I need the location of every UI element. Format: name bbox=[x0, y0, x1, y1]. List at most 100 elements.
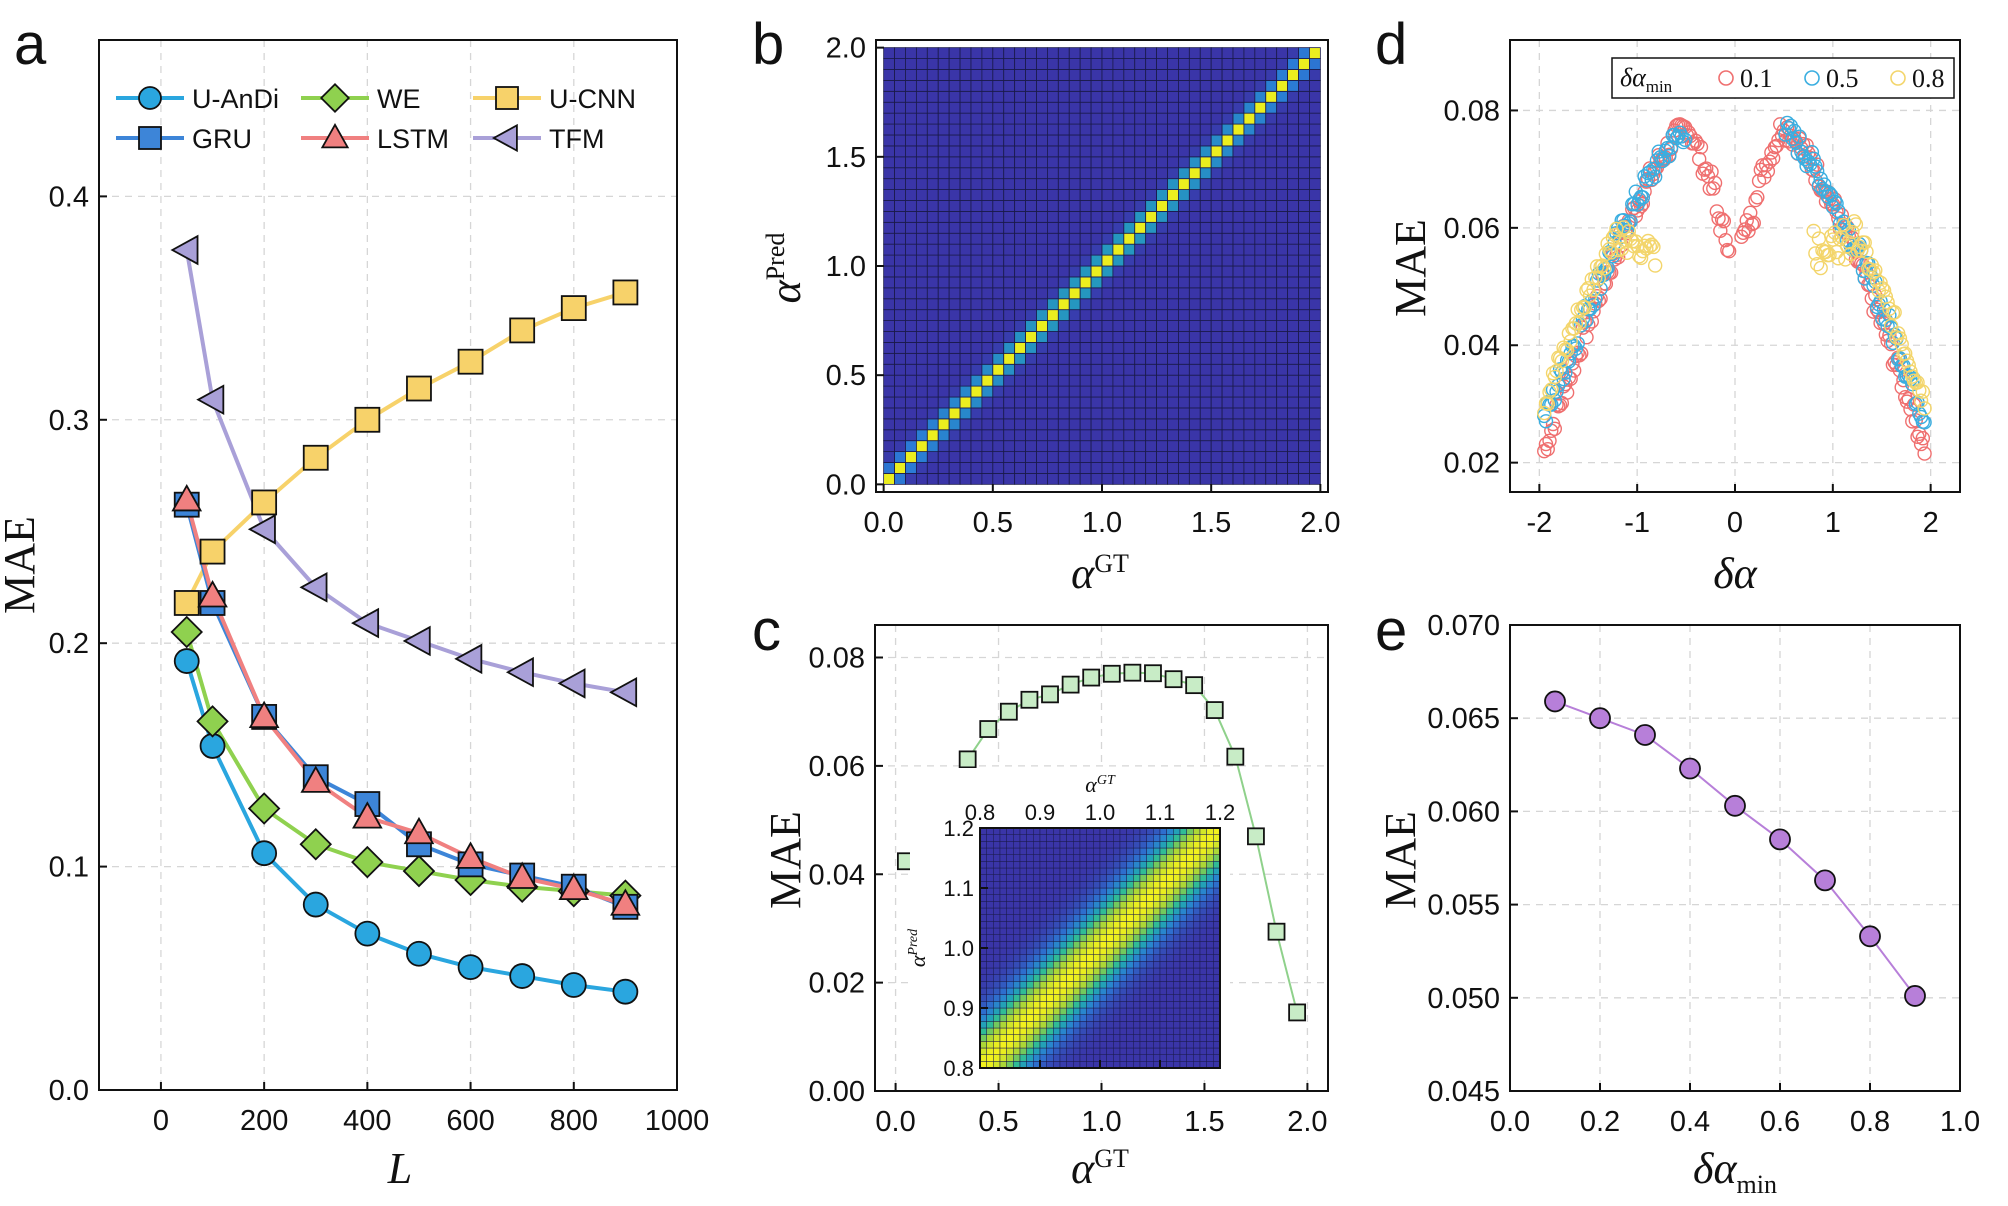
inset-heatmap-cell bbox=[1006, 847, 1014, 855]
heatmap-cell bbox=[981, 47, 994, 59]
heatmap-cell bbox=[1101, 58, 1114, 70]
heatmap-cell bbox=[1047, 79, 1059, 92]
heatmap-cell bbox=[926, 363, 939, 376]
inset-heatmap-cell bbox=[1193, 1047, 1201, 1055]
heatmap-cell bbox=[1134, 211, 1147, 223]
inset-heatmap-cell bbox=[1186, 1034, 1194, 1042]
heatmap-cell bbox=[1014, 145, 1026, 158]
inset-heatmap-cell bbox=[1053, 921, 1061, 929]
heatmap-cell bbox=[1243, 396, 1256, 409]
inset-heatmap-cell bbox=[1073, 867, 1081, 875]
heatmap-cell bbox=[905, 189, 917, 201]
heatmap-cell bbox=[915, 429, 928, 442]
inset-heatmap-cell bbox=[1006, 887, 1014, 895]
heatmap-cell bbox=[1068, 451, 1081, 463]
inset-heatmap-cell bbox=[1093, 907, 1101, 915]
inset-heatmap-cell bbox=[1073, 1041, 1081, 1049]
inset-heatmap-cell bbox=[1166, 981, 1174, 989]
d-axis-xtick-label: -2 bbox=[1526, 507, 1552, 539]
inset-heatmap-cell bbox=[1146, 914, 1154, 922]
inset-heatmap-cell bbox=[1166, 941, 1174, 949]
inset-heatmap-cell bbox=[1119, 987, 1127, 995]
heatmap-cell bbox=[1068, 69, 1081, 81]
heatmap-cell bbox=[1178, 200, 1190, 212]
inset-heatmap-cell bbox=[1046, 967, 1054, 975]
heatmap-cell bbox=[1210, 298, 1223, 311]
heatmap-cell bbox=[1068, 309, 1081, 321]
inset-heatmap-cell bbox=[1073, 981, 1081, 989]
inset-heatmap-cell bbox=[1173, 841, 1181, 849]
heatmap-cell bbox=[915, 156, 928, 169]
heatmap-cell bbox=[1188, 407, 1201, 420]
scatter-point-0.5 bbox=[1892, 351, 1908, 366]
heatmap-cell bbox=[937, 79, 950, 92]
scatter-point-0.5 bbox=[1642, 164, 1658, 180]
inset-heatmap-cell bbox=[1173, 867, 1181, 875]
heatmap-cell bbox=[1156, 232, 1168, 245]
inset-heatmap-cell bbox=[1173, 981, 1181, 989]
series-line-WE bbox=[184, 631, 626, 898]
heatmap-cell bbox=[1287, 265, 1299, 278]
inset-heatmap-cell bbox=[1106, 881, 1114, 889]
heatmap-cell bbox=[1090, 101, 1103, 114]
heatmap-cell bbox=[1123, 385, 1136, 398]
heatmap-cell bbox=[1287, 101, 1299, 114]
inset-heatmap-cell bbox=[1059, 974, 1067, 982]
inset-heatmap-cell bbox=[1146, 934, 1154, 942]
heatmap-cell bbox=[894, 374, 906, 387]
heatmap-cell bbox=[1199, 407, 1212, 420]
inset-heatmap-cell bbox=[1166, 987, 1174, 995]
inset-heatmap-cell bbox=[1039, 907, 1047, 915]
inset-heatmap-cell bbox=[1193, 967, 1201, 975]
heatmap-cell bbox=[959, 90, 972, 103]
inset-heatmap-cell bbox=[999, 974, 1007, 982]
heatmap-cell bbox=[1112, 145, 1125, 158]
heatmap-cell bbox=[1178, 473, 1190, 485]
heatmap-cell bbox=[1014, 123, 1026, 136]
heatmap-cell bbox=[1298, 462, 1310, 474]
inset-heatmap-cell bbox=[1019, 1047, 1027, 1055]
inset-heatmap-cell bbox=[1066, 894, 1074, 902]
inset-heatmap-cell bbox=[1033, 907, 1041, 915]
inset-heatmap-cell bbox=[1119, 914, 1127, 922]
heatmap-cell bbox=[1287, 320, 1299, 332]
inset-heatmap-cell bbox=[1013, 967, 1021, 975]
heatmap-cell bbox=[981, 276, 994, 289]
inset-heatmap-cell bbox=[1139, 901, 1147, 909]
inset-heatmap-cell bbox=[1039, 934, 1047, 942]
a-axis-xtick-label: 400 bbox=[343, 1105, 391, 1137]
inset-heatmap-cell bbox=[1066, 927, 1074, 935]
heatmap-cell bbox=[1221, 189, 1234, 201]
inset-heatmap-cell bbox=[1039, 954, 1047, 962]
inset-heatmap-cell bbox=[993, 1054, 1001, 1062]
inset-heatmap-cell bbox=[1059, 921, 1067, 929]
heatmap-cell bbox=[948, 407, 961, 420]
heatmap-cell bbox=[1145, 451, 1157, 463]
heatmap-cell bbox=[1068, 243, 1081, 256]
heatmap-cell bbox=[1025, 90, 1037, 103]
heatmap-cell bbox=[1047, 418, 1059, 431]
inset-heatmap-cell bbox=[1166, 847, 1174, 855]
heatmap-cell bbox=[1068, 134, 1081, 147]
heatmap-cell bbox=[1298, 134, 1310, 147]
heatmap-cell bbox=[1265, 200, 1278, 212]
inset-heatmap-cell bbox=[1046, 921, 1054, 929]
heatmap-cell bbox=[905, 254, 917, 267]
inset-heatmap-cell bbox=[1126, 994, 1134, 1002]
inset-heatmap-cell bbox=[1026, 874, 1034, 882]
inset-heatmap-cell bbox=[1113, 1027, 1121, 1035]
heatmap-cell bbox=[915, 265, 928, 278]
inset-heatmap-cell bbox=[1126, 947, 1134, 955]
heatmap-cell bbox=[1090, 221, 1103, 234]
inset-heatmap-cell bbox=[1179, 921, 1187, 929]
heatmap-cell bbox=[1178, 287, 1190, 300]
heatmap-cell bbox=[1199, 79, 1212, 92]
heatmap-cell bbox=[1101, 232, 1114, 245]
inset-heatmap-cell bbox=[1013, 907, 1021, 915]
inset-heatmap-cell bbox=[993, 861, 1001, 869]
heatmap-cell bbox=[894, 167, 906, 180]
heatmap-cell bbox=[1188, 221, 1201, 234]
inset-heatmap-cell bbox=[1093, 914, 1101, 922]
inset-heatmap-cell bbox=[1066, 1001, 1074, 1009]
inset-heatmap-cell bbox=[1073, 914, 1081, 922]
